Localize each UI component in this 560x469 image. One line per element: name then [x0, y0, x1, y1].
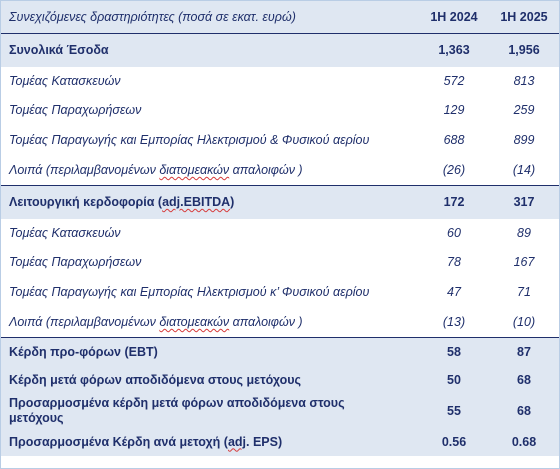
row-value-2024: 129 — [443, 103, 465, 117]
row-value-2025: 1,956 — [489, 33, 559, 67]
row-value-2024: 50 — [419, 366, 489, 394]
row-value-2024: 58 — [419, 337, 489, 366]
row-label: Τομέας Κατασκευών — [9, 226, 121, 240]
table-row: Τομέας Κατασκευών 572 813 — [1, 67, 559, 96]
row-value-2025: 0.68 — [489, 428, 559, 456]
row-value-2024: (13) — [442, 315, 466, 329]
table-header-row: Συνεχιζόμενες δραστηριότητες (ποσά σε εκ… — [1, 1, 559, 34]
row-value-2025: 71 — [517, 285, 531, 299]
row-value-2024: 55 — [419, 394, 489, 428]
table-row: Τομέας Παραχωρήσεων 129 259 — [1, 96, 559, 125]
row-label: Προσαρμοσμένα κέρδη μετά φόρων αποδιδόμε… — [1, 394, 419, 428]
table-row: Τομέας Παραχωρήσεων 78 167 — [1, 248, 559, 277]
table-row: Τομέας Παραγωγής και Εμπορίας Ηλεκτρισμο… — [1, 125, 559, 156]
row-label-part: Προσαρμοσμένα Κέρδη ανά μετοχή ( — [9, 434, 228, 449]
row-label-part: . EPS) — [246, 434, 283, 449]
financial-results-table: Συνεχιζόμενες δραστηριότητες (ποσά σε εκ… — [1, 1, 559, 456]
row-label: Τομέας Παραγωγής και Εμπορίας Ηλεκτρισμο… — [9, 285, 370, 299]
row-value-2024: 0.56 — [419, 428, 489, 456]
row-label: Λοιπά (περιλαμβανομένων διατομεακών απαλ… — [1, 156, 419, 186]
row-value-2025: 68 — [489, 366, 559, 394]
row-value-2025: 899 — [513, 133, 535, 147]
row-value-2024: 688 — [443, 133, 465, 147]
row-value-2025: (10) — [512, 315, 536, 329]
row-label: Συνολικά Έσοδα — [1, 33, 419, 67]
table-row: Λοιπά (περιλαμβανομένων διατομεακών απαλ… — [1, 308, 559, 338]
row-label-spellcheck-word: διατομεακών — [159, 163, 230, 177]
table-row: Τομέας Κατασκευών 60 89 — [1, 219, 559, 248]
row-value-2024: 47 — [447, 285, 461, 299]
row-label: Τομέας Παραχωρήσεων — [9, 103, 142, 117]
row-value-2024: 78 — [447, 255, 461, 269]
row-value-2025: (14) — [512, 163, 536, 177]
row-label-part: Λοιπά (περιλαμβανομένων — [9, 315, 160, 329]
row-value-2025: 89 — [517, 226, 531, 240]
row-label-spellcheck-word: adj — [227, 434, 247, 449]
row-label-part: Λοιπά (περιλαμβανομένων — [9, 163, 160, 177]
table-row-total-revenue: Συνολικά Έσοδα 1,363 1,956 — [1, 33, 559, 67]
table-row: Λοιπά (περιλαμβανομένων διατομεακών απαλ… — [1, 156, 559, 186]
row-label-part: ) — [230, 195, 235, 209]
table-row-net-profit: Κέρδη μετά φόρων αποδιδόμενα στους μετόχ… — [1, 366, 559, 394]
row-label: Λειτουργική κερδοφορία (adj.EBITDA) — [1, 185, 419, 219]
row-value-2024: 172 — [419, 185, 489, 219]
row-label-part: Λειτουργική κερδοφορία ( — [9, 195, 163, 209]
row-value-2024: (26) — [442, 163, 466, 177]
row-label: Λοιπά (περιλαμβανομένων διατομεακών απαλ… — [1, 308, 419, 338]
table-row-adj-ebitda: Λειτουργική κερδοφορία (adj.EBITDA) 172 … — [1, 185, 559, 219]
row-label: Κέρδη προ-φόρων (EBT) — [1, 337, 419, 366]
row-value-2025: 87 — [489, 337, 559, 366]
row-value-2025: 317 — [489, 185, 559, 219]
table-row-adj-net-profit: Προσαρμοσμένα κέρδη μετά φόρων αποδιδόμε… — [1, 394, 559, 428]
row-value-2024: 1,363 — [419, 33, 489, 67]
row-value-2024: 572 — [443, 74, 465, 88]
row-value-2024: 60 — [447, 226, 461, 240]
row-label: Κέρδη μετά φόρων αποδιδόμενα στους μετόχ… — [1, 366, 419, 394]
table-row-ebt: Κέρδη προ-φόρων (EBT) 58 87 — [1, 337, 559, 366]
row-value-2025: 813 — [513, 74, 535, 88]
row-label-spellcheck-word: adj.EBITDA — [162, 195, 231, 209]
header-col-1h-2025: 1Η 2025 — [489, 1, 559, 34]
row-label: Τομέας Παραχωρήσεων — [9, 255, 142, 269]
row-label: Τομέας Κατασκευών — [9, 74, 121, 88]
row-label-part: απαλοιφών ) — [229, 163, 303, 177]
row-value-2025: 167 — [513, 255, 535, 269]
row-label-spellcheck-word: διατομεακών — [159, 315, 230, 329]
header-label: Συνεχιζόμενες δραστηριότητες (ποσά σε εκ… — [1, 1, 419, 34]
table-row: Τομέας Παραγωγής και Εμπορίας Ηλεκτρισμο… — [1, 277, 559, 308]
row-label: Τομέας Παραγωγής και Εμπορίας Ηλεκτρισμο… — [9, 133, 370, 147]
row-value-2025: 68 — [489, 394, 559, 428]
row-value-2025: 259 — [513, 103, 535, 117]
header-col-1h-2024: 1Η 2024 — [419, 1, 489, 34]
table-row-adj-eps: Προσαρμοσμένα Κέρδη ανά μετοχή (adj. EPS… — [1, 428, 559, 456]
row-label: Προσαρμοσμένα Κέρδη ανά μετοχή (adj. EPS… — [1, 428, 419, 456]
row-label-part: απαλοιφών ) — [229, 315, 303, 329]
